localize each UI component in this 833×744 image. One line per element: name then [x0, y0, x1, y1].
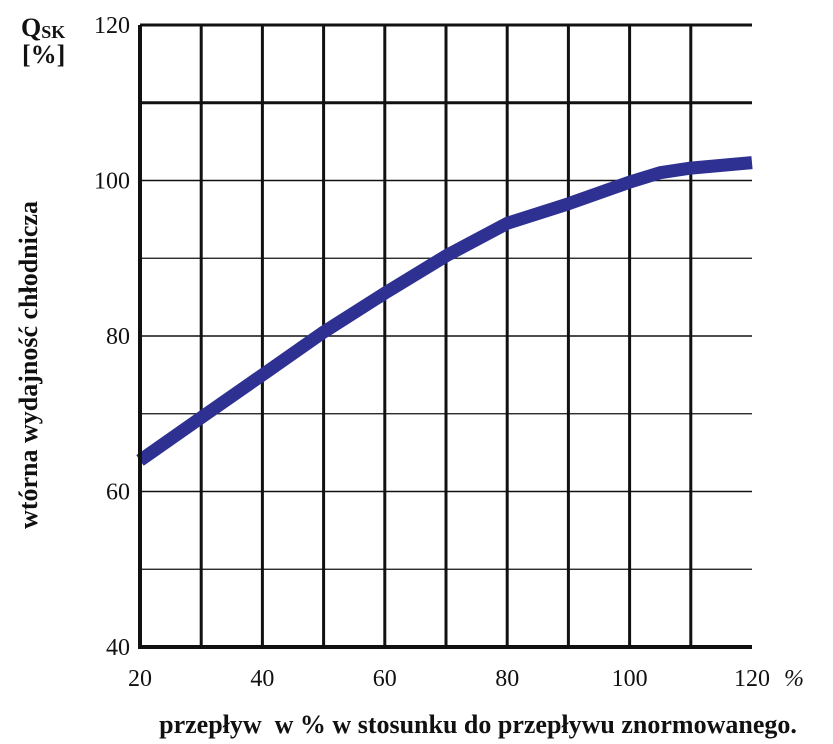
y-tick-label: 40	[106, 635, 130, 661]
x-axis-title: przepływ w % w stosunku do przepływu zno…	[159, 710, 797, 739]
grid	[140, 25, 752, 647]
y-unit: [%]	[22, 40, 65, 69]
x-tick-label: 40	[250, 666, 274, 692]
y-tick-label: 80	[106, 324, 130, 350]
y-axis-ticks: 40 60 80 100 120	[94, 13, 130, 661]
x-tick-label: 100	[612, 666, 648, 692]
y-tick-label: 100	[94, 169, 130, 195]
y-axis-title: wtórna wydajność chłodnicza	[14, 201, 43, 529]
y-symbol-subscript: SK	[41, 22, 65, 42]
series-line-1	[136, 156, 753, 466]
x-axis-ticks: 20 40 60 80 100 120%	[128, 666, 804, 692]
x-tick-label: 80	[495, 666, 519, 692]
y-symbol-main: Q	[21, 13, 41, 42]
series-layer	[136, 156, 753, 466]
x-tick-label: 60	[373, 666, 397, 692]
y-tick-label: 120	[94, 13, 130, 39]
plot-frame	[138, 23, 752, 649]
x-tick-label: 20	[128, 666, 152, 692]
x-tick-label: 120	[734, 666, 770, 692]
x-unit-suffix: %	[784, 666, 804, 692]
y-symbol: QSK	[21, 13, 65, 42]
y-tick-label: 60	[106, 480, 130, 506]
